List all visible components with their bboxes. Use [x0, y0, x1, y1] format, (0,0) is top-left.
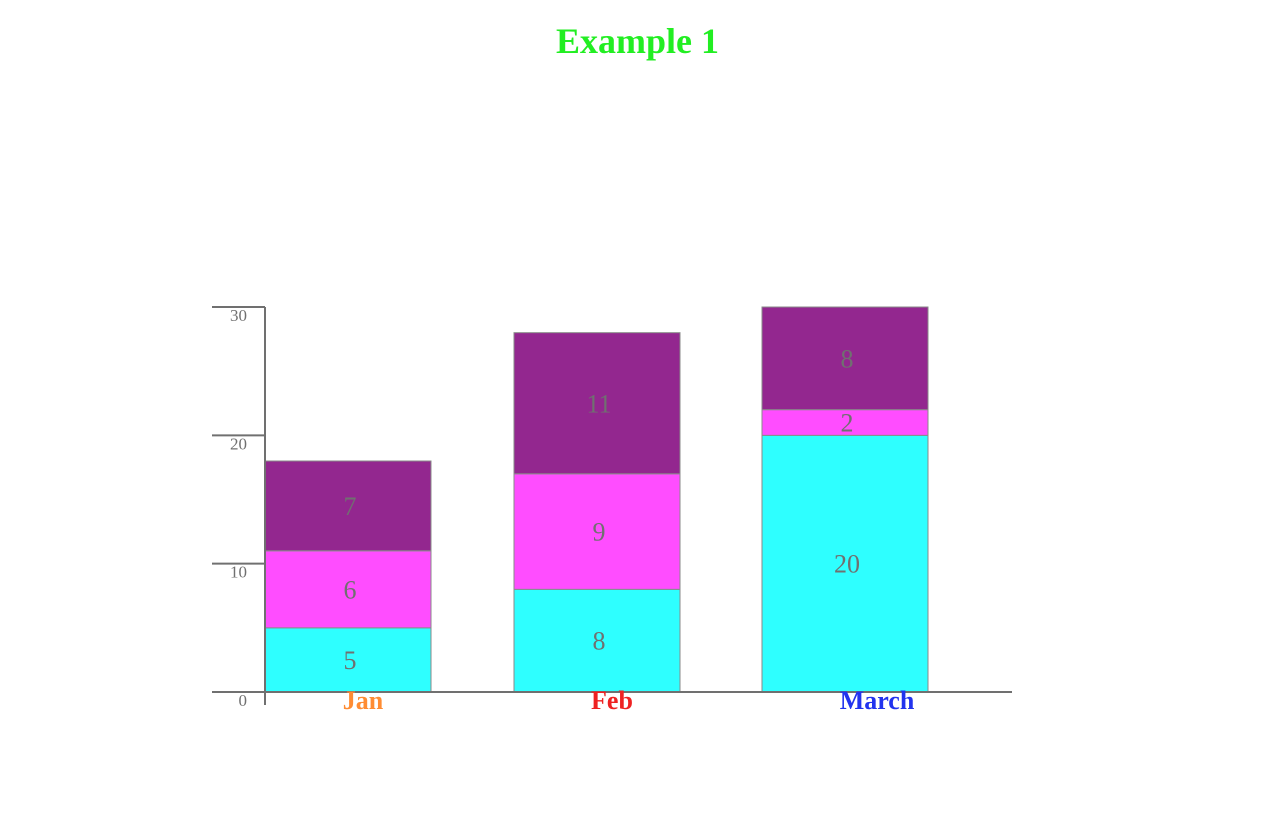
y-tick-label: 0 — [239, 691, 248, 710]
segment-value-label: 8 — [593, 627, 606, 656]
category-label: Jan — [343, 686, 384, 715]
segment-value-label: 9 — [593, 518, 606, 547]
bar-segment — [264, 627, 432, 693]
chart-title: Example 1 — [555, 21, 719, 61]
segment-value-label: 6 — [344, 575, 357, 604]
axes-group — [212, 307, 1012, 705]
bar-segment — [264, 460, 432, 552]
bars-group — [264, 306, 929, 693]
segment-value-label: 20 — [834, 550, 860, 579]
bar-segment — [761, 434, 929, 693]
segment-value-label: 5 — [344, 646, 357, 675]
segment-labels-group: 5 6 7 8 9 11 20 2 8 — [344, 344, 861, 675]
y-tick-label: 30 — [230, 306, 247, 325]
category-label: Feb — [591, 686, 633, 715]
y-tick-label: 20 — [230, 434, 247, 453]
bar-segment — [513, 332, 681, 475]
bar-segment — [513, 473, 681, 590]
category-label: March — [840, 686, 915, 715]
y-tick-label: 10 — [230, 563, 247, 582]
segment-value-label: 7 — [344, 492, 357, 521]
bar-segment — [761, 409, 929, 436]
bar-segment — [761, 306, 929, 411]
category-labels-group: Jan Feb March — [343, 686, 915, 715]
segment-value-label: 2 — [841, 409, 854, 438]
segment-value-label: 11 — [586, 389, 611, 418]
segment-value-label: 8 — [841, 344, 854, 373]
y-ticks-group: 0 10 20 30 — [212, 306, 265, 710]
bar-segment — [513, 588, 681, 693]
